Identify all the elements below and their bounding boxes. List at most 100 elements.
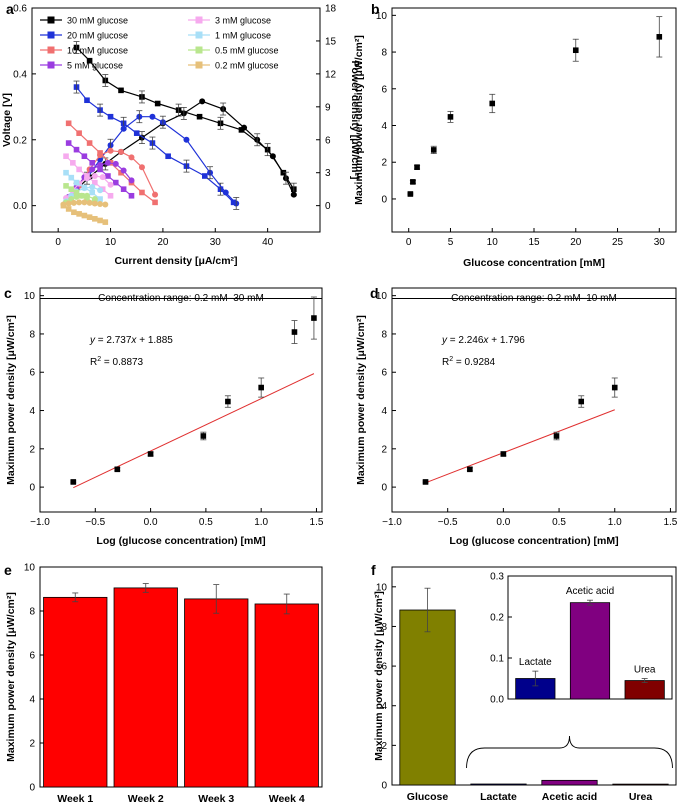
panel-a-legend-entry: 20 mM glucose [67,31,128,41]
panel-c-x-axis-label: Log (glucose concentration) [mM] [96,535,265,547]
panel-c-x-tick-label: 0.0 [144,517,158,528]
panel-a-voltage-point [68,186,75,192]
panel-f-y-axis-label: Maximum power density [μW/cm²] [373,591,385,761]
panel-a-voltage-point [65,206,72,212]
panel-a-voltage-point [65,120,72,127]
panel-a-y-axis-label: Voltage [V] [1,93,13,147]
panel-a-power-point [97,162,104,169]
panel-a-x-tick-label: 20 [157,237,169,248]
panel-f-category-label: Lactate [480,791,517,803]
panel-b-y-tick-label: 6 [381,84,387,95]
panel-c-data-point [291,329,298,335]
panel-e-y-tick-label: 2 [29,739,35,750]
panel-c-r2-value: = 0.8873 [101,357,143,368]
panel-c-plot-frame [39,287,323,513]
panel-a-power-point [91,173,98,179]
panel-c-x-tick-label: 1.0 [254,517,268,528]
panel-a-voltage-point [120,186,127,192]
panel-a-voltage-point [89,160,96,166]
panel-c-y-tick-label: 0 [29,483,35,494]
panel-label-d: d [370,285,379,301]
panel-b-data-point [430,147,437,153]
panel-a-power-point [65,200,72,207]
panel-a-power-point [78,192,85,199]
panel-a-voltage-point [86,140,93,146]
panel-a-legend-marker [195,46,203,54]
panel-d-data-point [611,384,618,391]
panel-a-voltage-point [102,219,109,225]
panel-f-inset-bar-label: Acetic acid [566,586,614,597]
panel-d-r2-base: R [442,357,449,368]
panel-a-voltage-point [86,214,93,220]
panel-a-y2-tick-label: 0 [325,201,331,212]
panel-b-x-tick-label: 15 [528,237,540,248]
panel-e-y-axis-label: Maximum power density [μW/cm²] [5,592,17,762]
panel-c-r-squared: R2 = 0.8873 [90,356,144,368]
panel-c: c −1.0 −0.5 0.0 0.5 1.0 1.5 0 2 4 6 8 10 Log (glucose… [4,285,324,547]
panel-a: a 0 10 20 30 40 0.0 0.2 0.4 0.6 0 3 6 9 12 15 18 Current … [1,1,361,267]
panel-d-x-tick-label: −1.0 [382,517,402,528]
panel-a-y-tick-label: 0.2 [13,135,27,146]
panel-d-data-point [467,466,473,473]
panel-a-y2-tick-label: 9 [325,102,331,113]
panel-b-data-point [414,164,420,170]
panel-a-voltage-point [139,189,145,196]
panel-f-y-tick-label: 10 [376,582,388,593]
panel-a-voltage-point [63,153,69,160]
panel-a-legend-entry: 3 mM glucose [215,16,271,26]
panel-e-y-tick-label: 8 [29,607,35,618]
panel-a-y-tick-label: 0.6 [13,4,27,15]
panel-a-legend-marker [195,61,203,69]
panel-f-inset-bar [569,602,611,700]
panel-a-legend-entry: 5 mM glucose [67,61,123,71]
panel-d-y-tick-label: 10 [376,291,388,302]
panel-d-y-tick-label: 6 [381,368,387,379]
panel-a-power-point [118,148,125,155]
panel-a-power-point [76,199,83,206]
panel-a-voltage-point [73,189,80,196]
panel-a-x-axis-label: Current density [μA/cm²] [114,255,237,267]
panel-b-x-tick-label: 30 [654,237,666,248]
panel-label-a: a [6,1,14,17]
panel-a-voltage-point [76,211,82,217]
panel-c-r2-base: R [90,357,97,368]
panel-c-range-label: Concentration range: 0.2 mM–30 mM [98,293,264,304]
panel-e-category-label: Week 4 [269,793,305,805]
panel-f-y-tick-label: 0 [381,781,387,792]
panel-f-inset-y-tick-label: 0.1 [490,654,504,665]
panel-e-category-label: Week 2 [128,793,164,805]
panel-e-bar [184,598,249,788]
panel-a-power-point [120,167,127,174]
panel-c-data-point [225,398,231,405]
panel-a-voltage-point [65,140,72,146]
panel-a-power-point [241,124,248,131]
panel-a-voltage-point [238,127,245,133]
panel-f-y-tick-label: 4 [381,701,387,712]
panel-e: e 0 2 4 6 8 10 Maximum power density [μW/cm²] We… [4,562,323,805]
panel-a-x-tick-label: 10 [105,237,117,248]
panel-label-e: e [4,562,12,578]
panel-a-voltage-point [70,160,76,166]
panel-c-data-point [70,479,77,485]
panel-f-inset-bar-label: Urea [634,665,656,676]
panel-a-legend: 30 mM glucose 20 mM glucose 10 mM glucose 5… [40,16,279,71]
panel-a-voltage-point [73,179,80,186]
panel-d-equation-part: = 2.246 [447,335,484,346]
panel-c-equation-part: + 1.885 [136,335,173,346]
panel-b-y-tick-label: 8 [381,48,387,59]
panel-a-plot-frame [31,7,321,233]
panel-d-fit-line [425,409,615,484]
panel-f-bar [470,783,527,786]
panel-a-power-point [89,183,96,190]
panel-a-voltage-point [133,130,140,136]
panel-a-y-tick-label: 0.4 [13,69,27,80]
panel-e-y-tick-label: 10 [24,563,36,574]
panel-a-power-point [128,177,135,184]
panel-a-voltage-point [92,179,98,186]
panel-a-legend-entry: 30 mM glucose [67,16,128,26]
panel-a-legend-marker [47,46,55,54]
panel-e-category-label: Week 1 [57,793,93,805]
panel-a-power-point [97,201,104,207]
panel-a-x-tick-label: 0 [55,237,61,248]
panel-d-r2-value: = 0.9284 [453,357,495,368]
